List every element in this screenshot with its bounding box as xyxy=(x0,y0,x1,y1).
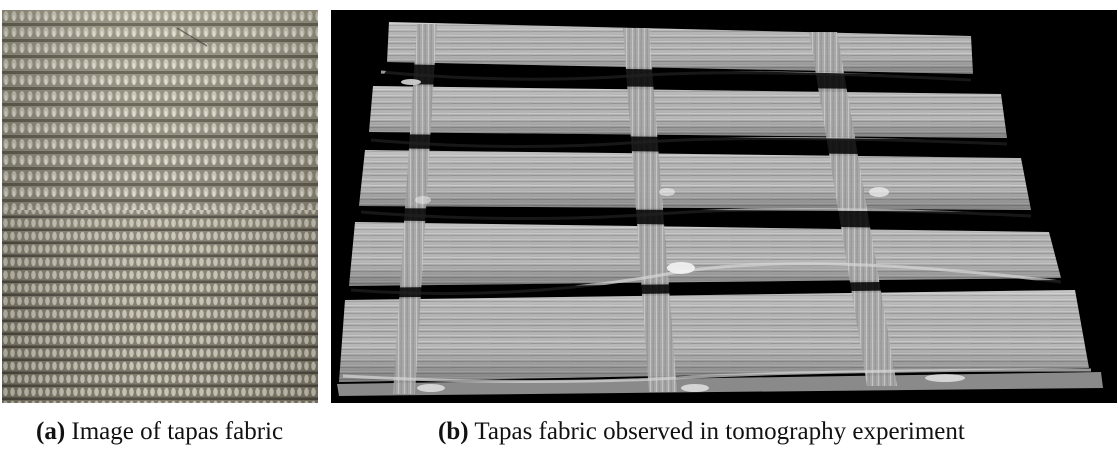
caption-b: (b) Tapas fabric observed in tomography … xyxy=(438,416,965,448)
caption-a-text: Image of tapas fabric xyxy=(65,418,284,445)
fabric-photo xyxy=(2,10,318,403)
caption-b-tag: (b) xyxy=(438,418,469,445)
caption-b-text: Tapas fabric observed in tomography expe… xyxy=(468,418,965,445)
band-gaps xyxy=(345,64,1075,298)
highlight-specks xyxy=(401,79,965,392)
fabric-photo-image xyxy=(2,10,318,403)
tomography-image xyxy=(331,10,1117,403)
tomography-render xyxy=(331,10,1117,403)
caption-a: (a) Image of tapas fabric xyxy=(36,416,283,448)
caption-a-tag: (a) xyxy=(36,418,66,445)
